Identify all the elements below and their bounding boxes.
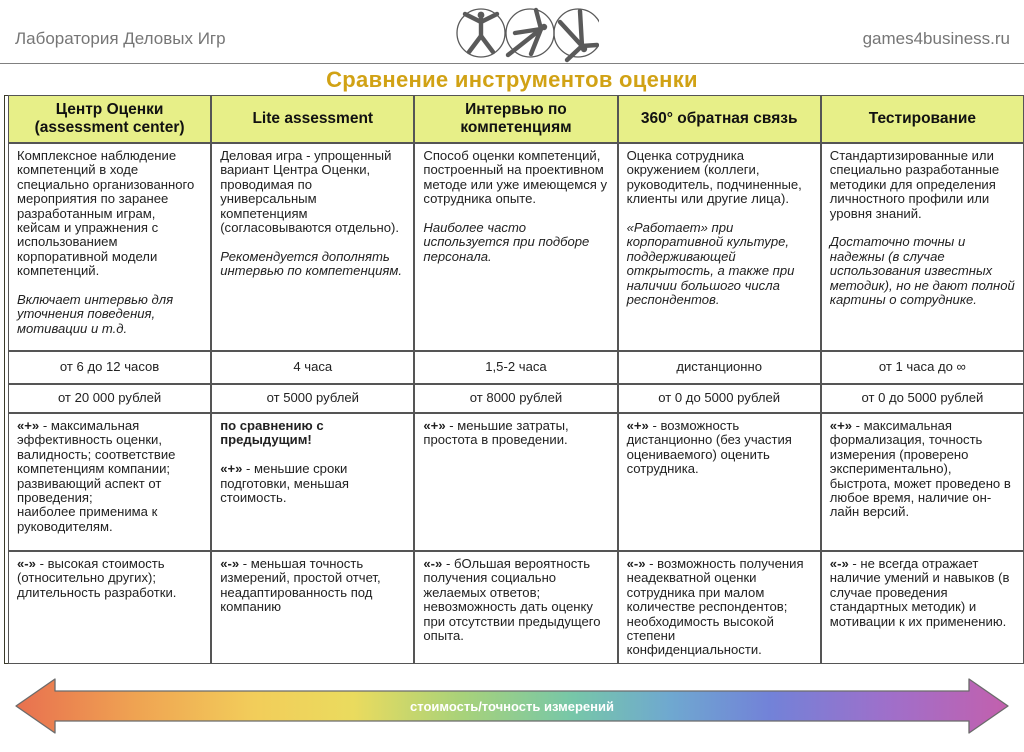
svg-text:стоимость/точность измерений: стоимость/точность измерений: [410, 699, 614, 714]
